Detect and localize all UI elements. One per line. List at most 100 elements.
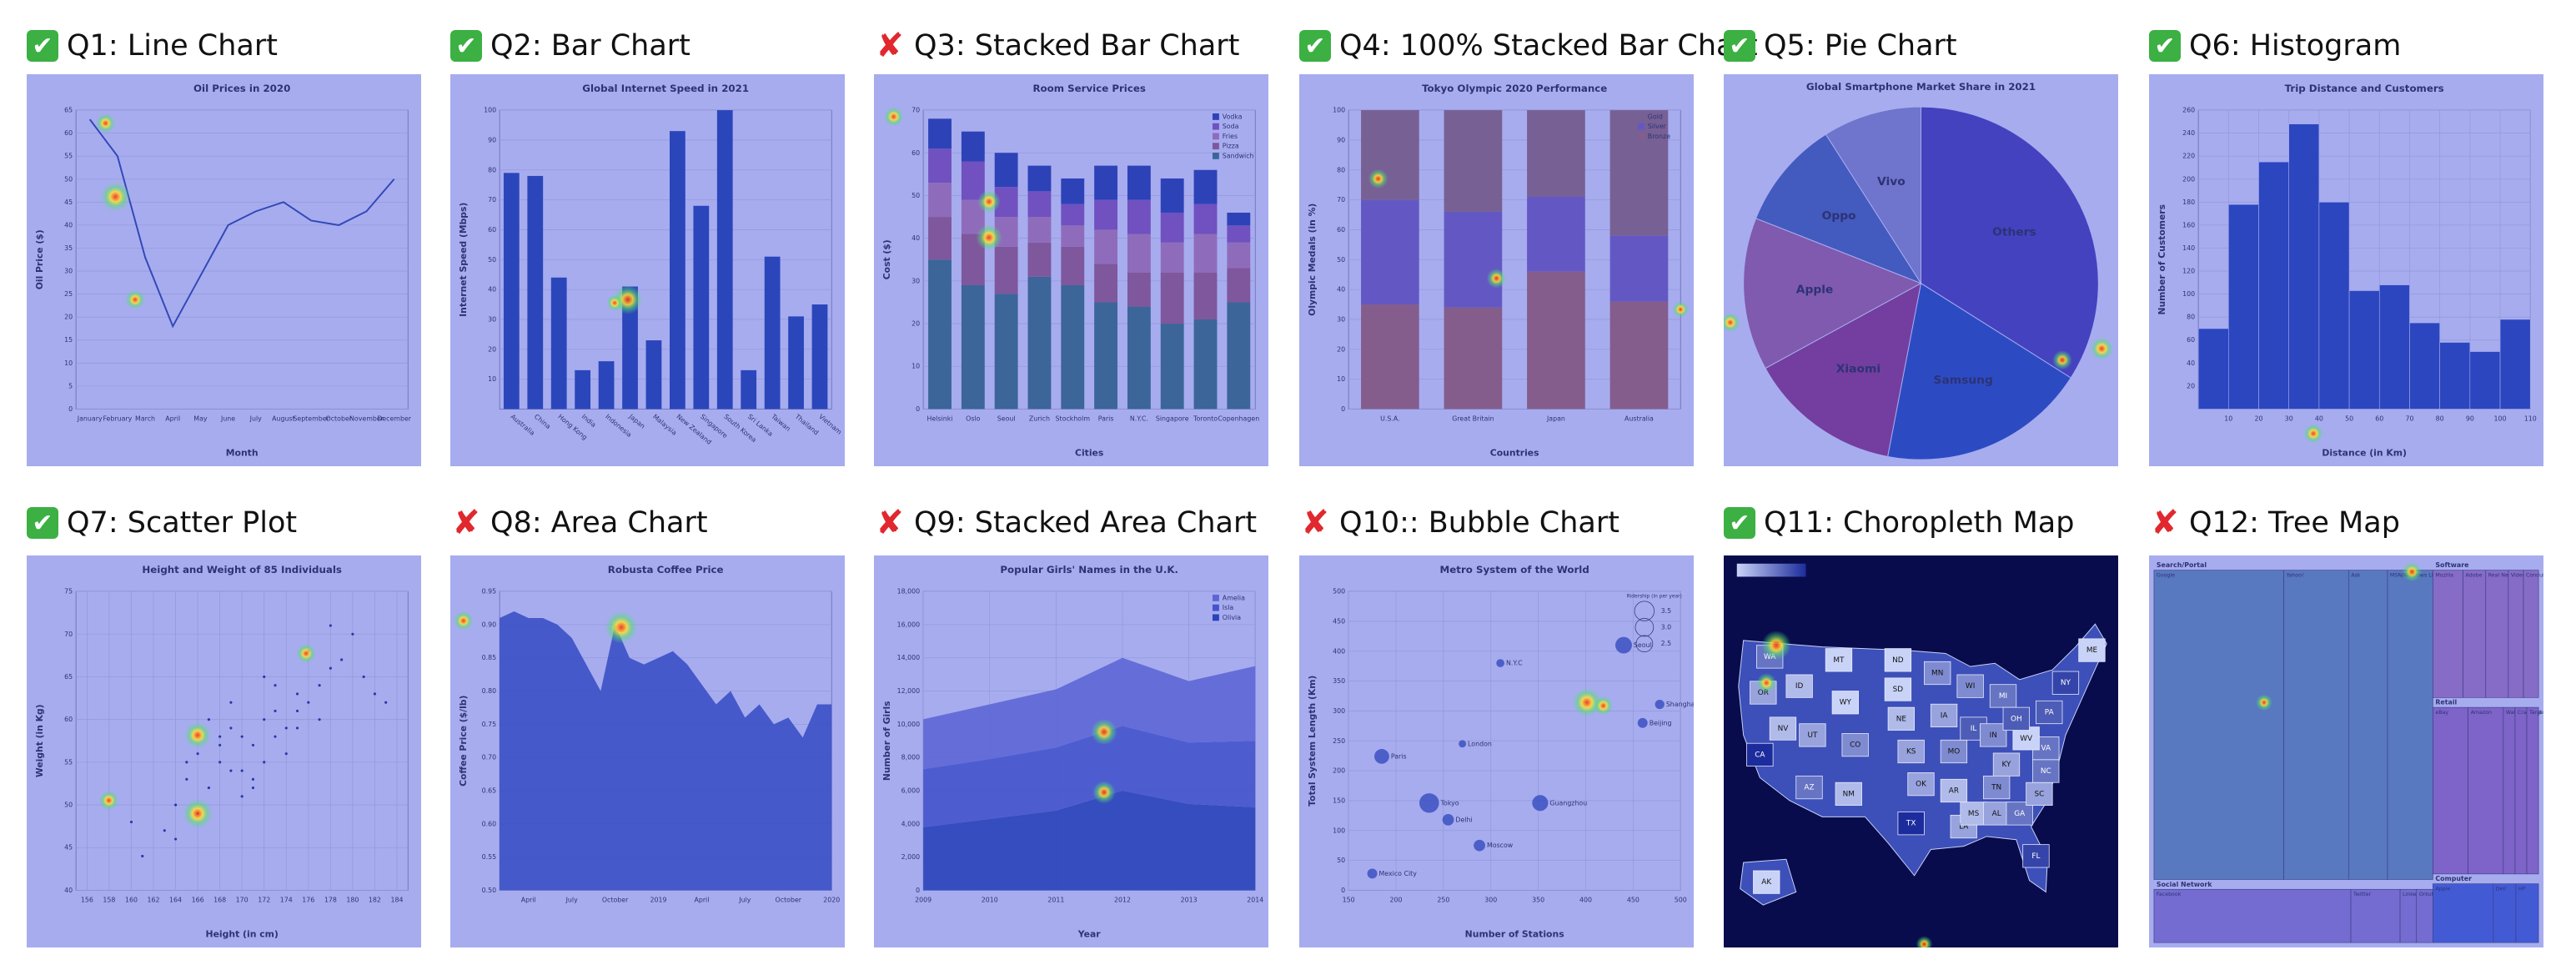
attention-hotspot [1916, 936, 1933, 947]
panel-title: Q9: Stacked Area Chart [914, 506, 1258, 540]
bar-segment [1027, 242, 1052, 277]
legend-swatch [1212, 604, 1219, 611]
x-tick-label: U.S.A. [1380, 415, 1400, 423]
x-tick-label: 2020 [823, 897, 840, 904]
y-tick-label: 50 [1337, 256, 1345, 264]
legend-swatch [1212, 123, 1219, 130]
point [218, 735, 222, 738]
bar-segment [1160, 242, 1184, 273]
pie-slice [1755, 133, 1922, 284]
point [284, 752, 288, 756]
y-tick-label: 100 [1333, 107, 1345, 114]
point [129, 820, 133, 824]
point [329, 624, 332, 627]
y-axis-label: Oil Price ($) [34, 229, 45, 289]
legend-label: Amelia [1223, 594, 1245, 601]
treemap-cell [2463, 570, 2487, 698]
x-tick-label: 160 [125, 897, 138, 904]
y-tick-label: 0.50 [482, 887, 497, 894]
point [185, 761, 188, 764]
bar-segment [1127, 199, 1151, 234]
chart-panel: Global Smartphone Market Share in 2021 Ot… [1724, 74, 2118, 466]
x-tick-label: Japan [1546, 415, 1565, 423]
point [240, 735, 244, 738]
attention-hotspot [605, 611, 638, 644]
y-axis-label: Number of Customers [2157, 204, 2167, 314]
y-tick-label: 4,000 [901, 820, 921, 827]
attention-hotspot [453, 611, 474, 631]
y-tick-label: 0 [916, 887, 920, 894]
x-tick-label: 100 [2494, 415, 2507, 423]
state [1924, 661, 1951, 686]
state-label: MS [1968, 810, 1980, 818]
bar [788, 316, 804, 410]
bubble [1459, 740, 1467, 748]
y-tick-label: 400 [1333, 647, 1345, 655]
y-tick-label: 25 [64, 290, 73, 298]
state [1841, 733, 1869, 757]
y-tick-label: 200 [1333, 767, 1345, 775]
y-tick-label: 50 [64, 175, 73, 183]
x-tick-label: Toronto [1193, 415, 1218, 423]
status-icon: ✔ [1724, 30, 1755, 62]
bar-segment [994, 153, 1018, 188]
treemap-cell [2153, 888, 2352, 943]
point [251, 787, 255, 790]
point [229, 726, 233, 730]
y-tick-label: 220 [2182, 153, 2195, 160]
y-tick-label: 10 [911, 363, 920, 370]
bar [741, 369, 757, 410]
legend-label: Sandwich [1223, 152, 1254, 159]
legend-label: Isla [1223, 604, 1234, 611]
x-tick-label: May [193, 415, 208, 423]
point [274, 709, 277, 712]
point [318, 684, 321, 687]
state [1887, 706, 1916, 731]
heatmap-tint [27, 74, 421, 466]
histogram-bar [2378, 284, 2410, 410]
state-label: VA [2041, 745, 2051, 753]
heatmap-tint [450, 74, 845, 466]
x-tick-label: Singapore [1156, 415, 1189, 423]
y-tick-label: 40 [488, 286, 496, 294]
y-tick-label: 55 [64, 153, 73, 160]
x-tick-label: 450 [1627, 897, 1640, 904]
treemap-cell [2348, 570, 2388, 880]
bubble-label: Delhi [1455, 816, 1472, 823]
point [263, 718, 266, 721]
state-label: AL [1992, 810, 2001, 818]
x-tick-label: Great Britain [1452, 415, 1494, 423]
bar-segment [928, 259, 952, 410]
point [240, 769, 244, 772]
attention-hotspot [125, 289, 145, 309]
chart-panel: 20 40 60 80 100 120 140 160 180 200 220 240 260 10 20 3… [2149, 74, 2543, 466]
y-tick-label: 16,000 [897, 621, 921, 628]
attention-hotspot [2052, 349, 2072, 370]
y-tick-label: 40 [64, 221, 73, 229]
y-tick-label: 50 [911, 192, 920, 199]
bar [550, 277, 567, 410]
histogram-bar [2499, 319, 2531, 410]
cell-label: Twitter [2353, 892, 2371, 897]
legend-label: Bronze [1648, 133, 1670, 140]
y-tick-label: 30 [911, 277, 920, 284]
y-tick-label: 0 [1341, 887, 1345, 894]
y-tick-label: 75 [64, 588, 73, 596]
legend-swatch [1637, 123, 1645, 130]
y-axis-label: Weight (in Kg) [34, 704, 45, 777]
slice-label: Vivo [1877, 175, 1906, 188]
state-label: ND [1892, 656, 1904, 665]
panel-header: ✘ Q10:: Bubble Chart [1299, 504, 1619, 542]
y-tick-label: 0 [916, 405, 920, 413]
state-label: MO [1948, 748, 1961, 756]
point [240, 795, 244, 798]
heatmap-tint [27, 555, 421, 947]
x-tick-label: 168 [213, 897, 226, 904]
y-tick-label: 12,000 [897, 687, 921, 695]
bar [811, 304, 828, 410]
cell-label: Apple [2435, 887, 2450, 892]
state [1825, 648, 1853, 672]
y-tick-label: 0.85 [482, 654, 497, 661]
state [1835, 782, 1862, 807]
group-label: Social Network [2157, 881, 2212, 888]
